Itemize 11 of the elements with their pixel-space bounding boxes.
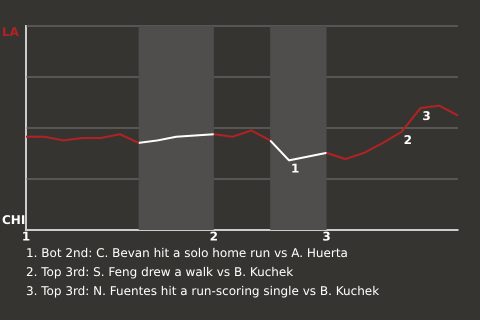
text: 3. Top 3rd: N. Fuentes hit a run-scoring single vs B. Kuchek (26, 283, 380, 300)
text: LA (2, 25, 20, 40)
annotation: 3 (422, 109, 431, 124)
x-tick-label: 1 (22, 229, 30, 244)
annotation: 1 (290, 161, 300, 176)
text: CHI (2, 213, 26, 228)
text: 1. Bot 2nd: C. Bevan hit a solo home run vs A. Huerta (26, 245, 349, 262)
text: 2. Top 3rd: S. Feng drew a walk vs B. Kuchek (26, 264, 294, 281)
x-tick-label: 3 (322, 229, 331, 244)
x-tick-label: 2 (210, 229, 218, 244)
annotation: 2 (404, 132, 412, 147)
